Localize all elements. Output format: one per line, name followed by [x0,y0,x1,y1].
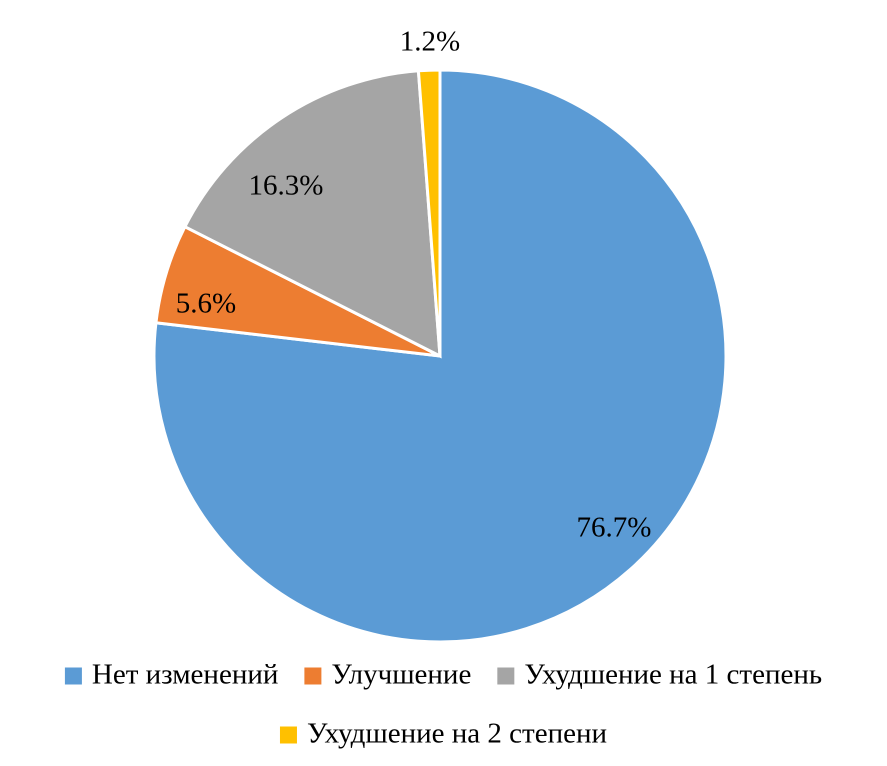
pie-slice-4 [416,68,442,357]
data-labels: 76.7% 5.6% 16.3% 1.2% [176,26,652,544]
legend: Нет изменений Улучшение Ухудшение на 1 сте… [64,659,822,750]
pie-slice-3 [182,69,442,359]
data-label-1: 76.7% [577,512,652,544]
legend-swatch [279,726,297,744]
legend-swatch [304,667,322,685]
legend-item: Улучшение [304,659,471,691]
legend-label: Улучшение [331,659,471,691]
legend-item: Ухудшение на 2 степени [279,718,607,750]
legend-swatch [497,667,515,685]
legend-row-2: Ухудшение на 2 степени [279,718,607,750]
legend-label: Ухудшение на 1 степень [524,659,822,691]
legend-label: Ухудшение на 2 степени [307,718,607,750]
legend-item: Нет изменений [64,659,278,691]
pie-slices [152,68,728,644]
data-label-2: 5.6% [176,288,236,320]
legend-swatch [64,667,82,685]
legend-item: Ухудшение на 1 степень [497,659,822,691]
legend-row-1: Нет изменений Улучшение Ухудшение на 1 сте… [64,659,822,691]
data-label-4: 1.2% [400,26,460,58]
legend-label: Нет изменений [92,659,278,691]
data-label-3: 16.3% [249,170,324,202]
